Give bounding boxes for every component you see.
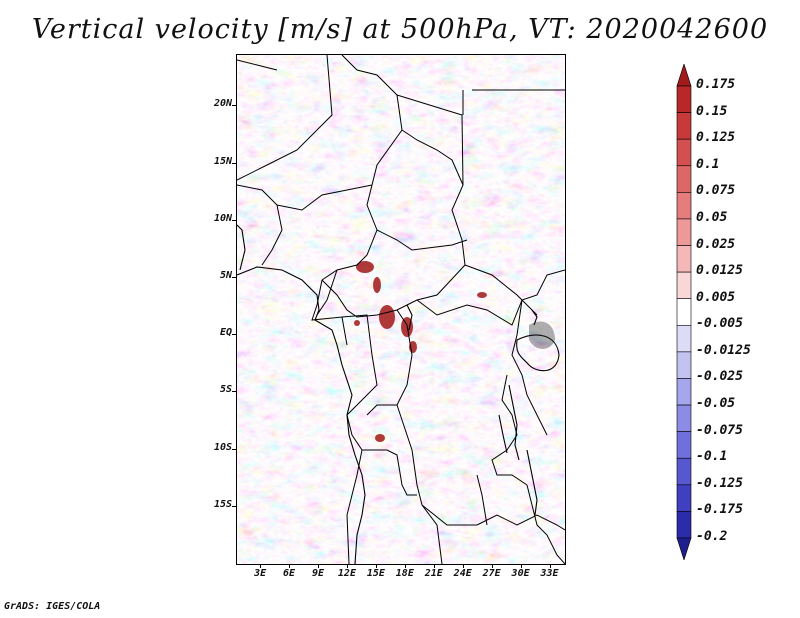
lon-tick (549, 564, 551, 568)
colorbar-segment (676, 404, 692, 432)
colorbar-label: 0.05 (696, 209, 728, 225)
lon-label: 15E (366, 568, 385, 579)
lon-tick (375, 564, 377, 568)
colorbar-label: 0.15 (696, 103, 728, 119)
map-panel (236, 54, 566, 565)
lon-label: 33E (540, 568, 559, 579)
colorbar-label: -0.005 (696, 316, 743, 332)
colorbar-label: -0.0125 (696, 342, 751, 358)
lon-tick (404, 564, 406, 568)
lat-label: 10N (213, 212, 232, 224)
footer-credit: GrADS: IGES/COLA (4, 601, 101, 612)
lon-label: 30E (511, 568, 530, 579)
lon-label: 27E (482, 568, 501, 579)
colorbar-segment (676, 511, 692, 539)
lat-tick (232, 391, 237, 393)
lon-tick (260, 564, 262, 568)
colorbar-bar (676, 63, 692, 561)
colorbar-label: 0.175 (696, 77, 736, 92)
colorbar-segment (676, 484, 692, 512)
lon-tick (433, 564, 435, 568)
lat-label: 5N (219, 270, 232, 282)
lat-label: 20N (213, 98, 232, 110)
lon-label: 9E (311, 568, 325, 579)
colorbar-segment (676, 245, 692, 273)
colorbar-bottom-triangle (676, 537, 692, 561)
vertical-velocity-field (237, 55, 565, 564)
lon-tick (520, 564, 522, 568)
lon-label: 6E (283, 568, 296, 579)
colorbar-label: 0.005 (696, 289, 736, 305)
colorbar-segment (676, 165, 692, 193)
colorbar-label: -0.025 (696, 369, 743, 385)
colorbar-label: -0.175 (696, 502, 743, 518)
colorbar-segment (676, 298, 692, 326)
coastline (237, 224, 560, 564)
colorbar-segment (676, 85, 692, 113)
colorbar-segment (676, 192, 692, 220)
colorbar-label: 0.075 (696, 183, 736, 199)
chart-title: Vertical velocity [m/s] at 500hPa, VT: 2… (31, 14, 769, 45)
colorbar-label: -0.05 (696, 396, 736, 412)
colorbar-segment (676, 324, 692, 353)
colorbar-label: 0.1 (696, 156, 720, 172)
colorbar-label: 0.125 (696, 130, 736, 146)
lon-label: 21E (424, 568, 443, 579)
lon-label: 12E (337, 568, 356, 579)
colorbar-segment (676, 271, 692, 300)
lon-tick (462, 564, 464, 568)
colorbar-segment (676, 378, 692, 406)
lon-tick (346, 564, 348, 568)
lake-victoria (529, 321, 555, 350)
lon-label: 3E (254, 568, 267, 579)
lat-tick (232, 219, 237, 221)
colorbar-segment (676, 457, 692, 486)
lat-label: 10S (213, 441, 232, 453)
colorbar (676, 63, 692, 564)
lat-label: 15N (213, 155, 232, 167)
colorbar-label: -0.125 (696, 475, 743, 491)
colorbar-label: 0.0125 (696, 263, 743, 279)
lat-tick (232, 334, 237, 336)
lat-tick (232, 162, 237, 164)
lat-label: 5S (219, 384, 232, 396)
colorbar-label: -0.1 (696, 449, 728, 465)
lat-tick (232, 448, 237, 450)
lon-label: 24E (453, 568, 472, 579)
colorbar-segment (676, 112, 692, 140)
lat-tick (232, 105, 237, 107)
lat-label: 15S (213, 498, 232, 510)
colorbar-segment (676, 218, 692, 246)
lat-tick (232, 277, 237, 279)
lat-label: EQ (219, 327, 232, 339)
lon-tick (318, 564, 319, 568)
colorbar-label: -0.075 (696, 422, 743, 438)
colorbar-label: 0.025 (696, 236, 736, 252)
lon-tick (289, 564, 291, 568)
colorbar-top-triangle (676, 63, 692, 87)
lat-tick (232, 505, 237, 507)
political-boundaries (237, 55, 565, 564)
colorbar-label: -0.2 (696, 529, 728, 544)
lon-label: 18E (395, 568, 414, 579)
lon-tick (491, 564, 493, 568)
colorbar-segment (676, 351, 692, 379)
colorbar-segment (676, 431, 692, 459)
colorbar-segment (676, 138, 692, 167)
